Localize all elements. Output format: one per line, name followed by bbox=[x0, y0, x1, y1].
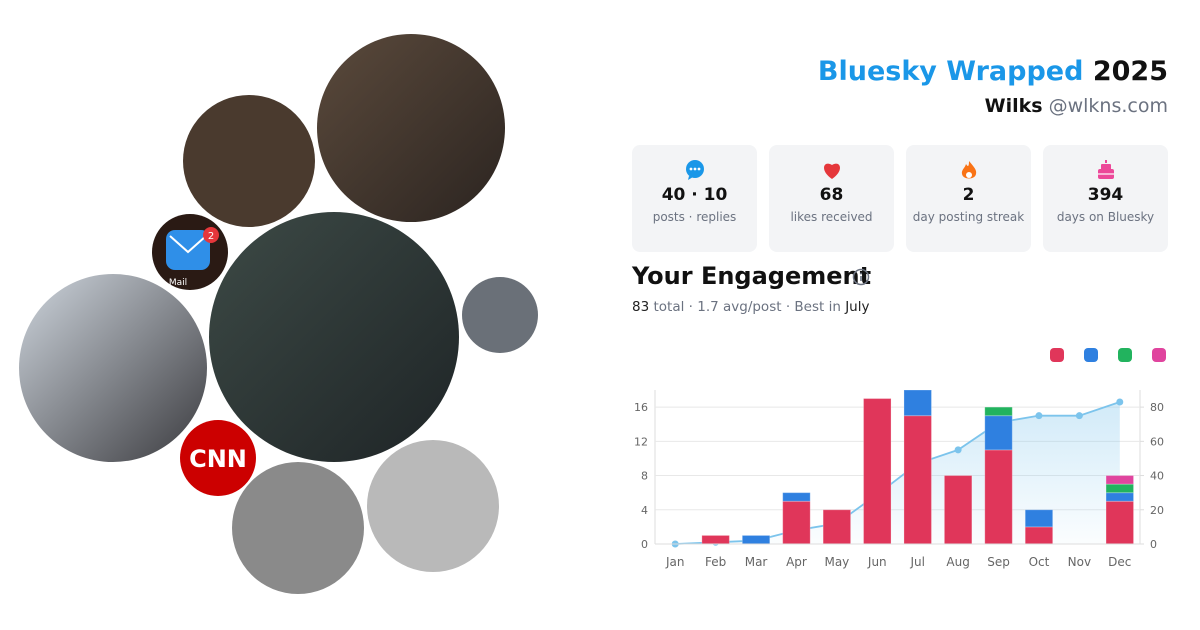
bar-segment bbox=[984, 449, 1013, 545]
icon bbox=[824, 163, 840, 179]
bar-segment bbox=[1105, 500, 1135, 545]
stat-label: days on Bluesky bbox=[1056, 210, 1155, 224]
y2-tick-label: 60 bbox=[1150, 435, 1164, 448]
stat-card: 40 · 10 posts · replies bbox=[632, 145, 757, 252]
avatar[interactable] bbox=[462, 277, 538, 353]
y-tick-label: 4 bbox=[641, 504, 648, 517]
x-tick-label: May bbox=[824, 555, 849, 569]
x-tick-label: Nov bbox=[1068, 555, 1091, 569]
y2-tick-label: 0 bbox=[1150, 538, 1157, 551]
bar-segment bbox=[1105, 483, 1135, 494]
avatar[interactable] bbox=[209, 212, 459, 462]
bar-segment bbox=[701, 534, 730, 545]
bar-segment bbox=[822, 509, 852, 545]
title-brand: Bluesky Wrapped bbox=[817, 56, 1084, 87]
title: Bluesky Wrapped 2025 bbox=[818, 56, 1168, 87]
legend-icon[interactable] bbox=[1118, 348, 1132, 362]
legend-swatch bbox=[1118, 348, 1132, 362]
bar-segment bbox=[1024, 509, 1054, 528]
mail-label: Mail bbox=[169, 278, 187, 288]
legend-swatch bbox=[1050, 348, 1064, 362]
stat-label: day posting streak bbox=[912, 210, 1025, 224]
bar-segment bbox=[741, 534, 771, 545]
x-tick-label: Oct bbox=[1029, 555, 1050, 569]
icon bbox=[1098, 160, 1114, 179]
title-year: 2025 bbox=[1092, 56, 1168, 87]
legend-swatch bbox=[1084, 348, 1098, 362]
section-heading: Your Engagement bbox=[632, 262, 872, 290]
icon bbox=[686, 160, 704, 180]
bar-segment bbox=[984, 415, 1013, 451]
y2-tick-label: 40 bbox=[1150, 470, 1164, 483]
bar-segment bbox=[782, 492, 811, 502]
avatar-cnn[interactable] bbox=[180, 420, 256, 496]
stat-card: 394 days on Bluesky bbox=[1043, 145, 1168, 252]
x-tick-label: Sep bbox=[987, 555, 1010, 569]
line-point bbox=[1075, 412, 1083, 420]
stat-label: posts · replies bbox=[652, 210, 737, 224]
avatar[interactable] bbox=[317, 34, 505, 222]
x-tick-label: Mar bbox=[745, 555, 768, 569]
summary: total · 1.7 avg/post · Best in bbox=[653, 299, 841, 315]
mail-badge bbox=[203, 227, 219, 243]
line-point bbox=[954, 446, 962, 454]
avatar[interactable] bbox=[232, 462, 364, 594]
stat-card: 2 day posting streak bbox=[906, 145, 1031, 252]
legend-icon[interactable] bbox=[1152, 348, 1166, 362]
bar-segment bbox=[943, 475, 973, 545]
x-tick-label: Jan bbox=[665, 555, 685, 569]
display-name: Wilks bbox=[984, 95, 1043, 117]
y-tick-label: 12 bbox=[634, 435, 648, 448]
chart: 0 4 8 12 16 0 20 40 60 80 Jan Feb Mar Apr May Jun Jul Aug… bbox=[634, 348, 1166, 569]
stat-value: 40 · 10 bbox=[661, 185, 728, 205]
engagement-summary: 83 total · 1.7 avg/post · Best in July bbox=[632, 299, 869, 315]
stat-value: 394 bbox=[1087, 185, 1124, 205]
x-tick-label: Jul bbox=[909, 555, 924, 569]
bar-segment bbox=[984, 406, 1013, 417]
legend-swatch bbox=[1152, 348, 1166, 362]
x-tick-label: Feb bbox=[705, 555, 726, 569]
mail-envelope bbox=[169, 235, 207, 254]
x-tick-label: Aug bbox=[946, 555, 969, 569]
icon bbox=[961, 161, 977, 179]
bar-segment bbox=[782, 500, 811, 545]
y-tick-label: 16 bbox=[634, 401, 648, 414]
total: 83 bbox=[632, 299, 650, 315]
bar-segment bbox=[1105, 492, 1135, 502]
y-tick-label: 8 bbox=[641, 470, 648, 483]
x-tick-label: Dec bbox=[1108, 555, 1131, 569]
y2-tick-label: 20 bbox=[1150, 504, 1164, 517]
legend-icon[interactable] bbox=[1084, 348, 1098, 362]
stat-card: 68 likes received bbox=[769, 145, 894, 252]
stat-label: likes received bbox=[790, 210, 873, 224]
stat-value: 2 bbox=[962, 185, 975, 205]
avatar[interactable] bbox=[183, 95, 315, 227]
bar-segment bbox=[903, 415, 932, 545]
bar-segment bbox=[903, 389, 932, 417]
mail-icon bbox=[166, 230, 210, 270]
line-point bbox=[1116, 398, 1124, 406]
bar-segment bbox=[1105, 475, 1135, 485]
y-tick-label: 0 bbox=[641, 538, 648, 551]
x-tick-label: Apr bbox=[786, 555, 807, 569]
user: Wilks @wlkns.com bbox=[985, 95, 1168, 117]
info-icon[interactable] bbox=[852, 268, 870, 286]
mail-badge-count: 2 bbox=[208, 231, 214, 242]
best-month: July bbox=[845, 299, 870, 315]
x-tick-label: Jun bbox=[867, 555, 887, 569]
y2-tick-label: 80 bbox=[1150, 401, 1164, 414]
bar-segment bbox=[863, 398, 892, 545]
bar-segment bbox=[1024, 526, 1054, 545]
cnn-logo: CNN bbox=[189, 445, 247, 473]
stat-value: 68 bbox=[819, 185, 844, 205]
avatar[interactable] bbox=[19, 274, 207, 462]
avatar[interactable] bbox=[367, 440, 499, 572]
legend-icon[interactable] bbox=[1050, 348, 1064, 362]
handle: @wlkns.com bbox=[1048, 95, 1168, 117]
line-point bbox=[1035, 412, 1043, 420]
avatar-cluster: 2 Mail CNN bbox=[19, 34, 538, 594]
